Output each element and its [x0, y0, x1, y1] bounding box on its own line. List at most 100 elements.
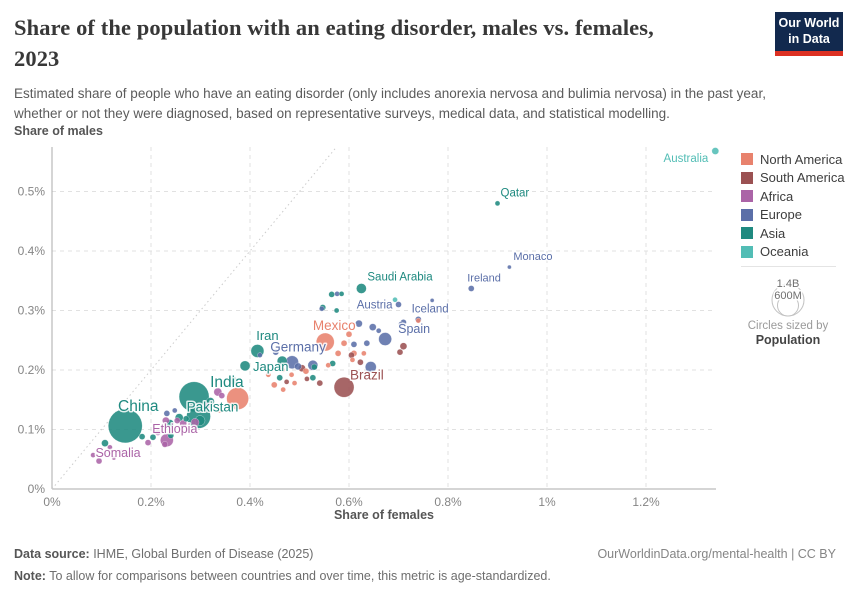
- x-tick-label: 0.8%: [434, 495, 462, 509]
- data-point-north-america[interactable]: [280, 386, 286, 393]
- country-label-qatar: Qatar: [501, 187, 530, 199]
- data-point-iceland[interactable]: [429, 298, 435, 303]
- legend-item-oceania[interactable]: Oceania: [741, 243, 841, 262]
- data-point-europe[interactable]: [272, 348, 279, 356]
- data-point-north-america[interactable]: [349, 357, 356, 363]
- data-point-north-america[interactable]: [279, 367, 286, 373]
- data-point-south-america[interactable]: [316, 379, 324, 387]
- data-point-europe[interactable]: [398, 321, 404, 327]
- data-point-asia[interactable]: [276, 355, 288, 367]
- data-point-europe[interactable]: [355, 319, 363, 328]
- legend-item-africa[interactable]: Africa: [741, 187, 841, 206]
- data-point-africa[interactable]: [218, 392, 226, 399]
- data-point-japan[interactable]: [239, 360, 251, 372]
- data-point-south-america[interactable]: [399, 342, 408, 350]
- data-point-austria[interactable]: [395, 301, 402, 308]
- legend-divider: [741, 266, 836, 267]
- data-point-africa[interactable]: [154, 429, 162, 436]
- legend-item-north-america[interactable]: North America: [741, 150, 842, 169]
- data-point-europe[interactable]: [294, 362, 302, 371]
- data-point-africa[interactable]: [111, 455, 117, 461]
- data-point-europe[interactable]: [163, 410, 171, 417]
- data-point-africa[interactable]: [90, 452, 96, 458]
- page-title: Share of the population with an eating d…: [14, 12, 764, 74]
- parity-diagonal-line: [51, 146, 337, 490]
- data-point-asia[interactable]: [228, 376, 238, 385]
- data-point-oceania[interactable]: [392, 297, 398, 303]
- data-point-australia[interactable]: [711, 147, 720, 155]
- data-point-south-america[interactable]: [348, 351, 355, 359]
- data-point-asia[interactable]: [167, 432, 175, 439]
- country-label-china: China: [118, 398, 159, 415]
- data-point-asia[interactable]: [333, 307, 340, 314]
- data-point-north-america[interactable]: [226, 387, 249, 410]
- legend-item-europe[interactable]: Europe: [741, 206, 841, 225]
- data-point-north-america[interactable]: [361, 350, 367, 357]
- data-point-africa[interactable]: [118, 449, 124, 455]
- y-tick-label: 0.2%: [18, 363, 46, 377]
- data-point-brazil[interactable]: [333, 377, 355, 398]
- data-point-europe[interactable]: [369, 323, 377, 331]
- data-point-monaco[interactable]: [507, 264, 512, 270]
- data-point-europe[interactable]: [319, 305, 325, 312]
- data-point-mexico[interactable]: [315, 332, 335, 352]
- data-point-china[interactable]: [108, 408, 143, 444]
- data-point-asia[interactable]: [311, 363, 318, 371]
- data-point-north-america[interactable]: [288, 372, 295, 378]
- data-point-asia[interactable]: [338, 291, 345, 297]
- data-source-text: IHME, Global Burden of Disease (2025): [89, 547, 314, 561]
- title-line-1: Share of the population with an eating d…: [14, 15, 654, 40]
- data-point-north-america[interactable]: [345, 331, 353, 338]
- data-point-south-america[interactable]: [396, 348, 404, 356]
- data-point-africa[interactable]: [161, 441, 169, 448]
- data-point-asia[interactable]: [101, 439, 109, 447]
- owid-credit-link[interactable]: OurWorldinData.org/mental-health | CC BY: [597, 547, 836, 561]
- data-point-africa[interactable]: [144, 439, 152, 446]
- data-point-asia[interactable]: [149, 433, 157, 441]
- data-point-south-america[interactable]: [304, 376, 310, 382]
- data-point-africa[interactable]: [190, 418, 200, 427]
- data-point-qatar[interactable]: [494, 200, 501, 207]
- legend-item-asia[interactable]: Asia: [741, 224, 841, 243]
- data-point-asia[interactable]: [138, 433, 146, 440]
- data-point-spain[interactable]: [378, 332, 392, 346]
- data-point-asia[interactable]: [276, 374, 283, 381]
- data-point-north-america[interactable]: [302, 367, 310, 375]
- data-point-europe[interactable]: [257, 352, 263, 358]
- x-tick-label: 1%: [538, 495, 556, 509]
- size-legend-circles: 1.4B 600M: [771, 277, 805, 317]
- legend-swatch-south-america: [741, 171, 753, 184]
- country-label-germany: Germany: [270, 339, 326, 354]
- data-point-africa[interactable]: [162, 416, 170, 425]
- data-point-europe[interactable]: [375, 327, 382, 334]
- data-point-north-america[interactable]: [265, 372, 272, 378]
- data-point-somalia[interactable]: [95, 457, 103, 465]
- legend-item-south-america[interactable]: South America: [741, 169, 845, 188]
- y-tick-label: 0.1%: [18, 423, 46, 437]
- data-point-south-america[interactable]: [357, 359, 364, 366]
- country-label-japan: Japan: [253, 359, 288, 374]
- data-point-north-america[interactable]: [217, 407, 223, 414]
- data-point-south-america[interactable]: [283, 379, 290, 385]
- data-point-asia[interactable]: [182, 415, 190, 423]
- data-point-asia[interactable]: [309, 374, 317, 381]
- data-point-north-america[interactable]: [334, 350, 342, 357]
- data-point-north-america[interactable]: [291, 380, 298, 386]
- y-tick-label: 0.3%: [18, 304, 46, 318]
- data-point-north-america[interactable]: [325, 362, 331, 368]
- data-point-ireland[interactable]: [468, 285, 475, 292]
- data-point-europe[interactable]: [172, 407, 178, 414]
- data-point-north-america[interactable]: [271, 381, 278, 389]
- data-point-africa[interactable]: [107, 444, 113, 451]
- data-point-africa[interactable]: [203, 402, 211, 409]
- data-point-europe[interactable]: [350, 341, 358, 348]
- data-point-asia[interactable]: [328, 291, 335, 298]
- data-point-europe[interactable]: [365, 361, 377, 373]
- data-point-north-america[interactable]: [340, 339, 348, 347]
- data-point-africa[interactable]: [173, 417, 181, 424]
- data-point-europe[interactable]: [363, 339, 371, 347]
- owid-logo[interactable]: Our World in Data: [775, 12, 843, 56]
- data-point-saudi-arabia[interactable]: [356, 283, 367, 294]
- data-point-north-america[interactable]: [415, 317, 422, 324]
